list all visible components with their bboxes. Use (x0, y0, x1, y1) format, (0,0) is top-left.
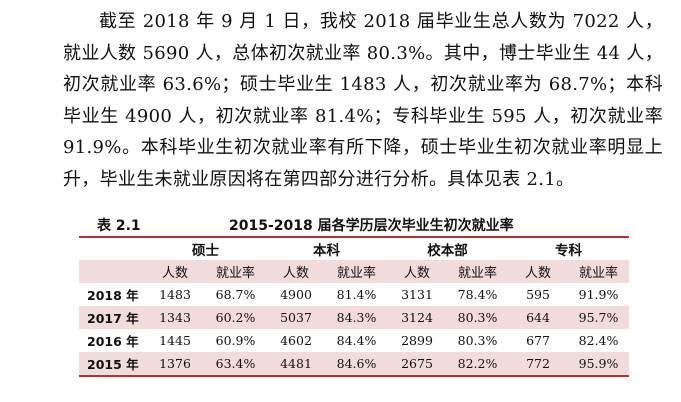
sub-header-rate: 就业率 (336, 266, 376, 281)
cell-value: 81.4% (336, 287, 377, 302)
body-paragraph: 截至 2018 年 9 月 1 日，我校 2018 届毕业生总人数为 7022 … (63, 11, 663, 190)
sub-header-count: 人数 (524, 266, 551, 281)
table-sub-corner-cell (79, 260, 145, 283)
cell-value: 2675 (401, 356, 433, 371)
table-row: 2015 年 1376 63.4% 4481 84.6% 2675 82.2% … (79, 352, 629, 376)
cell-value: 5037 (280, 310, 312, 325)
cell-value: 91.9% (578, 287, 619, 302)
row-year: 2015 年 (87, 357, 139, 372)
cell-value: 677 (526, 333, 550, 348)
table-caption: 表 2.1 2015-2018 届各学历层次毕业生初次就业率 (79, 212, 629, 236)
employment-rate-table: 硕士 本科 校本部 专科 人数 就业率 人数 就业率 人数 就业率 人数 就业率… (79, 236, 629, 377)
row-year: 2018 年 (87, 288, 139, 303)
cell-value: 84.4% (336, 333, 377, 348)
sub-header-count: 人数 (403, 266, 430, 281)
table-caption-title: 2015-2018 届各学历层次毕业生初次就业率 (229, 218, 514, 234)
cell-value: 80.3% (457, 310, 498, 325)
cell-value: 60.2% (215, 310, 256, 325)
cell-value: 2899 (401, 333, 433, 348)
cell-value: 3124 (401, 310, 433, 325)
sub-header-count: 人数 (161, 266, 188, 281)
table-row: 2017 年 1343 60.2% 5037 84.3% 3124 80.3% … (79, 306, 629, 329)
row-year: 2017 年 (87, 311, 139, 326)
cell-value: 82.4% (578, 333, 619, 348)
sub-header-count: 人数 (282, 266, 309, 281)
cell-value: 60.9% (215, 333, 256, 348)
table-sub-header-row: 人数 就业率 人数 就业率 人数 就业率 人数 就业率 (79, 260, 629, 283)
group-header-junior-college: 专科 (555, 243, 582, 259)
sub-header-rate: 就业率 (578, 266, 618, 281)
group-header-master: 硕士 (192, 243, 219, 259)
table-group-header-row: 硕士 本科 校本部 专科 (79, 237, 629, 260)
cell-value: 1343 (159, 310, 191, 325)
sub-header-rate: 就业率 (215, 266, 255, 281)
table-corner-cell (79, 237, 145, 260)
cell-value: 4900 (280, 287, 312, 302)
table-row: 2018 年 1483 68.7% 4900 81.4% 3131 78.4% … (79, 283, 629, 306)
cell-value: 1376 (159, 356, 191, 371)
cell-value: 68.7% (215, 287, 256, 302)
cell-value: 78.4% (457, 287, 498, 302)
cell-value: 63.4% (215, 356, 256, 371)
cell-value: 95.7% (578, 310, 619, 325)
group-header-main-campus: 校本部 (427, 243, 468, 259)
cell-value: 772 (526, 356, 550, 371)
cell-value: 80.3% (457, 333, 498, 348)
cell-value: 595 (526, 287, 550, 302)
cell-value: 95.9% (578, 356, 619, 371)
cell-value: 1445 (159, 333, 191, 348)
cell-value: 84.6% (336, 356, 377, 371)
cell-value: 1483 (159, 287, 191, 302)
cell-value: 3131 (401, 287, 433, 302)
cell-value: 4602 (280, 333, 312, 348)
row-year: 2016 年 (87, 334, 139, 349)
cell-value: 82.2% (457, 356, 498, 371)
group-header-undergraduate: 本科 (313, 243, 340, 259)
table-caption-number: 表 2.1 (97, 218, 141, 234)
cell-value: 644 (526, 310, 550, 325)
table-row: 2016 年 1445 60.9% 4602 84.4% 2899 80.3% … (79, 329, 629, 352)
cell-value: 4481 (280, 356, 312, 371)
sub-header-rate: 就业率 (457, 266, 497, 281)
cell-value: 84.3% (336, 310, 377, 325)
